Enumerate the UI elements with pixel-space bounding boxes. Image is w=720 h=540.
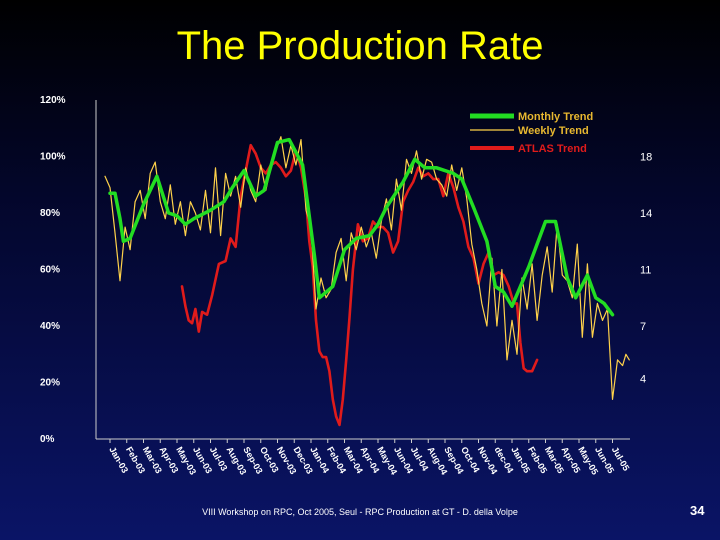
slide-title: The Production Rate <box>176 24 544 68</box>
legend-label-monthly: Monthly Trend <box>518 111 593 123</box>
right-tick-label: 4 <box>640 373 646 385</box>
legend-label-weekly: Weekly Trend <box>518 125 589 137</box>
legend-label-atlas: ATLAS Trend <box>518 143 587 155</box>
y-tick-label: 40% <box>40 321 60 332</box>
right-tick-label: 11 <box>640 265 651 277</box>
series-line-atlas <box>180 143 539 427</box>
y-tick-label: 20% <box>40 378 60 389</box>
y-tick-label: 60% <box>40 265 60 276</box>
right-tick-label: 18 <box>640 152 652 164</box>
y-tick-label: 100% <box>40 152 66 163</box>
series-lines <box>104 136 630 427</box>
series-line-monthly <box>108 137 615 317</box>
y-tick-label: 80% <box>40 208 60 219</box>
slide-footer: VIII Workshop on RPC, Oct 2005, Seul - R… <box>202 507 518 517</box>
legend: Monthly Trend Weekly Trend ATLAS Trend <box>470 111 593 155</box>
page-number: 34 <box>690 503 705 518</box>
y-tick-label: 120% <box>40 95 66 106</box>
right-tick-label: 7 <box>640 321 646 333</box>
y-tick-label: 0% <box>40 434 55 445</box>
series-line-weekly <box>104 136 630 400</box>
right-tick-label: 14 <box>640 208 652 220</box>
